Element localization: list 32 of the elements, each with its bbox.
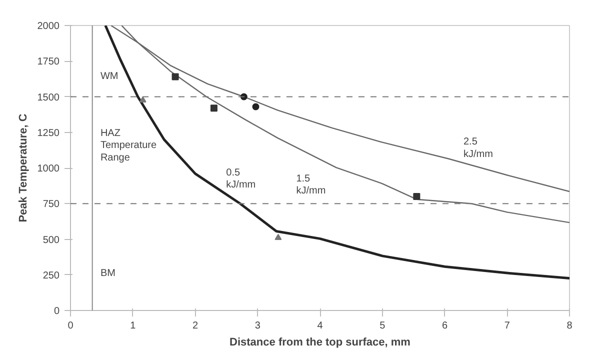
series-label: 1.5 kJ/mm (296, 174, 326, 197)
x-tick-label: 5 (380, 320, 386, 332)
y-tick-label: 500 (42, 234, 60, 246)
x-tick-label: 6 (442, 320, 448, 332)
x-tick-label: 8 (566, 320, 573, 332)
y-tick-label: 1500 (37, 92, 60, 104)
y-tick-label: 750 (42, 199, 60, 210)
x-tick-label: 2 (192, 320, 198, 332)
series-label: 2.5 kJ/mm (463, 136, 493, 160)
point (139, 96, 146, 103)
y-axis-title: Peak Temperature, C (17, 114, 30, 222)
x-tick-label: 1 (130, 320, 136, 332)
y-tick-label: 1750 (37, 56, 60, 68)
y-tick-label: 2000 (37, 21, 60, 32)
annotation: HAZ Temperature Range (100, 128, 158, 164)
x-tick-label: 7 (504, 320, 510, 332)
y-tick-label: 250 (42, 270, 60, 282)
series-label: 0.5 kJ/mm (226, 168, 256, 191)
y-tick-label: 1000 (37, 164, 60, 174)
x-tick-label: 3 (254, 320, 261, 332)
point (210, 104, 218, 112)
annotation: WM (100, 71, 118, 82)
y-tick-label: 1250 (37, 128, 60, 139)
annotation: BM (100, 268, 116, 279)
point (252, 103, 260, 110)
point (274, 234, 282, 240)
y-tick-label: 0 (54, 306, 60, 317)
point (172, 73, 179, 80)
point (413, 193, 420, 200)
x-tick-label: 4 (317, 320, 324, 332)
x-axis-title: Distance from the top surface, mm (230, 336, 411, 348)
x-tick-label: 0 (68, 320, 74, 332)
